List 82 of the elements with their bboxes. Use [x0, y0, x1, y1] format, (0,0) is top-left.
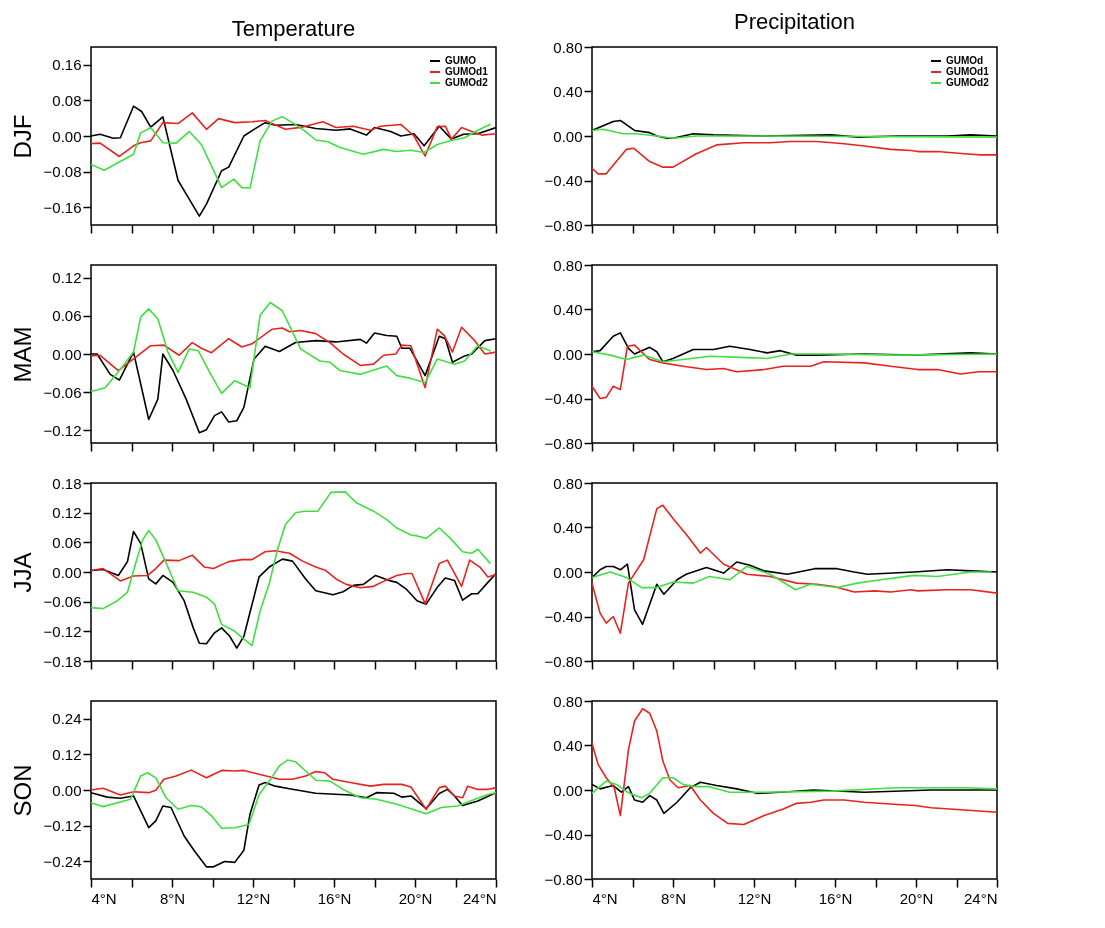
- line-series: [592, 565, 992, 591]
- y-tick-label: −0.18: [43, 652, 82, 670]
- x-tick-label: 8°N: [159, 889, 186, 907]
- y-tick-label: 0.24: [52, 710, 82, 728]
- line-series: [91, 112, 496, 158]
- y-axis-title: SON: [8, 764, 36, 817]
- y-tick-label: −0.12: [43, 817, 82, 835]
- y-tick-label: 0.00: [52, 127, 82, 145]
- y-tick-label: 0.12: [52, 269, 82, 287]
- y-tick-label: 0.80: [553, 256, 583, 274]
- y-tick-label: 0.00: [553, 127, 583, 145]
- line-series: [91, 549, 496, 605]
- y-tick-label: 0.40: [553, 519, 583, 536]
- y-tick-label: −0.06: [43, 593, 82, 611]
- legend-label: GUMOd2: [946, 77, 990, 88]
- line-series: [592, 350, 997, 363]
- y-tick-label: −0.12: [43, 421, 82, 439]
- y-tick-label: 0.12: [52, 745, 82, 763]
- y-tick-label: −0.40: [544, 390, 583, 407]
- y-tick-label: 0.00: [553, 345, 583, 363]
- x-tick-label: 24°N: [963, 889, 998, 907]
- line-series: [91, 491, 491, 647]
- y-tick-label: 0.80: [553, 474, 583, 492]
- y-tick-label: 0.40: [553, 301, 583, 318]
- y-tick-label: −0.12: [43, 622, 82, 640]
- chart-title: Precipitation: [733, 9, 856, 34]
- y-tick-label: −0.80: [544, 652, 583, 670]
- y-tick-label: −0.16: [43, 198, 82, 216]
- x-tick-label: 20°N: [899, 889, 934, 907]
- legend-label: GUMO: [445, 55, 477, 66]
- y-tick-label: 0.80: [553, 692, 583, 710]
- y-tick-label: −0.40: [544, 826, 583, 843]
- y-tick-label: −0.06: [43, 383, 82, 401]
- line-series: [592, 707, 997, 826]
- y-tick-label: 0.00: [553, 781, 583, 799]
- line-series: [592, 344, 997, 400]
- line-series: [91, 769, 496, 811]
- line-series: [91, 759, 496, 830]
- line-series: [592, 140, 997, 175]
- line-series: [592, 776, 997, 799]
- y-tick-label: 0.00: [52, 345, 82, 363]
- y-tick-label: 0.06: [52, 533, 82, 551]
- y-tick-label: 0.16: [52, 56, 82, 74]
- x-tick-label: 12°N: [737, 889, 772, 907]
- y-tick-label: 0.00: [553, 563, 583, 581]
- y-axis-title: MAM: [8, 326, 36, 383]
- x-tick-label: 16°N: [317, 889, 352, 907]
- y-tick-label: 0.12: [52, 504, 82, 522]
- y-axis-title: DJF: [8, 114, 36, 159]
- y-tick-label: 0.08: [52, 91, 82, 109]
- y-tick-label: −0.40: [544, 172, 583, 189]
- y-tick-label: 0.80: [553, 38, 583, 56]
- y-tick-label: 0.18: [52, 474, 82, 492]
- y-tick-label: 0.40: [553, 737, 583, 754]
- x-tick-label: 4°N: [91, 889, 117, 907]
- y-tick-label: −0.80: [544, 870, 583, 888]
- line-series: [592, 504, 997, 634]
- y-tick-label: −0.80: [544, 434, 583, 452]
- chart-title: Temperature: [231, 16, 356, 41]
- y-tick-label: −0.24: [43, 852, 82, 870]
- line-series: [91, 326, 496, 389]
- x-tick-label: 8°N: [660, 889, 687, 907]
- legend-label: GUMOd1: [445, 66, 489, 77]
- line-series: [592, 128, 997, 140]
- x-tick-label: 24°N: [462, 889, 497, 907]
- y-tick-label: 0.06: [52, 307, 82, 325]
- legend-label: GUMOd2: [445, 77, 489, 88]
- x-tick-label: 16°N: [818, 889, 853, 907]
- legend-label: GUMOd: [946, 55, 984, 66]
- y-tick-label: 0.40: [553, 83, 583, 100]
- x-tick-label: 12°N: [236, 889, 271, 907]
- y-tick-label: −0.40: [544, 608, 583, 625]
- y-axis-title: JJA: [8, 552, 36, 593]
- x-tick-label: 20°N: [398, 889, 433, 907]
- y-tick-label: −0.08: [43, 163, 82, 181]
- y-tick-label: −0.80: [544, 216, 583, 234]
- y-tick-label: 0.00: [52, 781, 82, 799]
- line-series: [91, 116, 491, 189]
- y-tick-label: 0.00: [52, 563, 82, 581]
- line-series: [91, 301, 491, 395]
- legend-label: GUMOd1: [946, 66, 990, 77]
- x-tick-label: 4°N: [592, 889, 618, 907]
